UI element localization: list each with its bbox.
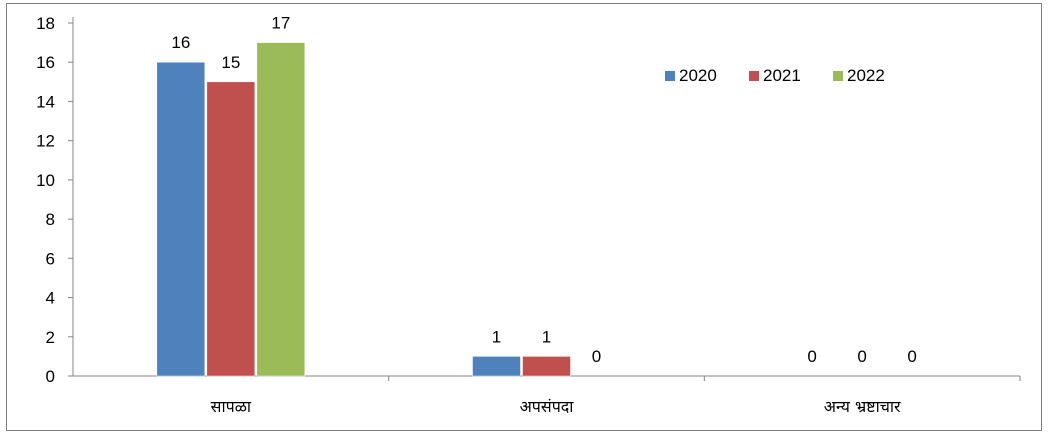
x-category-label: सापळा <box>211 397 252 416</box>
legend-label-2022: 2022 <box>847 66 885 85</box>
bar-2021-0 <box>206 81 256 377</box>
bar-2022-0 <box>256 42 306 377</box>
y-tick-label: 8 <box>46 210 55 229</box>
data-label: 0 <box>907 347 916 366</box>
data-label: 15 <box>221 53 240 72</box>
y-tick-label: 4 <box>46 289 55 308</box>
legend-swatch-2021 <box>749 71 759 81</box>
y-tick-label: 12 <box>36 132 55 151</box>
data-label: 16 <box>171 33 190 52</box>
y-tick-label: 14 <box>36 92 55 111</box>
x-category-label: अपसंपदा <box>520 397 575 416</box>
data-label: 1 <box>542 327 551 346</box>
y-tick-label: 18 <box>36 14 55 33</box>
data-labels: 16 15 17 1 1 0 0 0 0 <box>171 14 917 366</box>
x-category-label: अन्य भ्रष्टाचार <box>824 397 901 416</box>
data-label: 0 <box>857 347 866 366</box>
legend-swatch-2022 <box>833 71 843 81</box>
bar-2021-1 <box>522 356 571 377</box>
y-tick-label: 16 <box>36 53 55 72</box>
legend-label-2020: 2020 <box>679 66 717 85</box>
y-tick-label: 0 <box>46 367 55 386</box>
bars <box>156 42 571 377</box>
y-tick-label: 2 <box>46 328 55 347</box>
bar-2020-0 <box>156 61 206 377</box>
legend-swatch-2020 <box>665 71 675 81</box>
bar-2020-1 <box>472 356 521 377</box>
y-tick-label: 10 <box>36 171 55 190</box>
legend-label-2021: 2021 <box>763 66 801 85</box>
data-label: 0 <box>592 347 601 366</box>
data-label: 17 <box>271 14 290 33</box>
legend: 2020 2021 2022 <box>665 66 885 85</box>
data-label: 1 <box>492 327 501 346</box>
data-label: 0 <box>807 347 816 366</box>
y-tick-label: 6 <box>46 249 55 268</box>
